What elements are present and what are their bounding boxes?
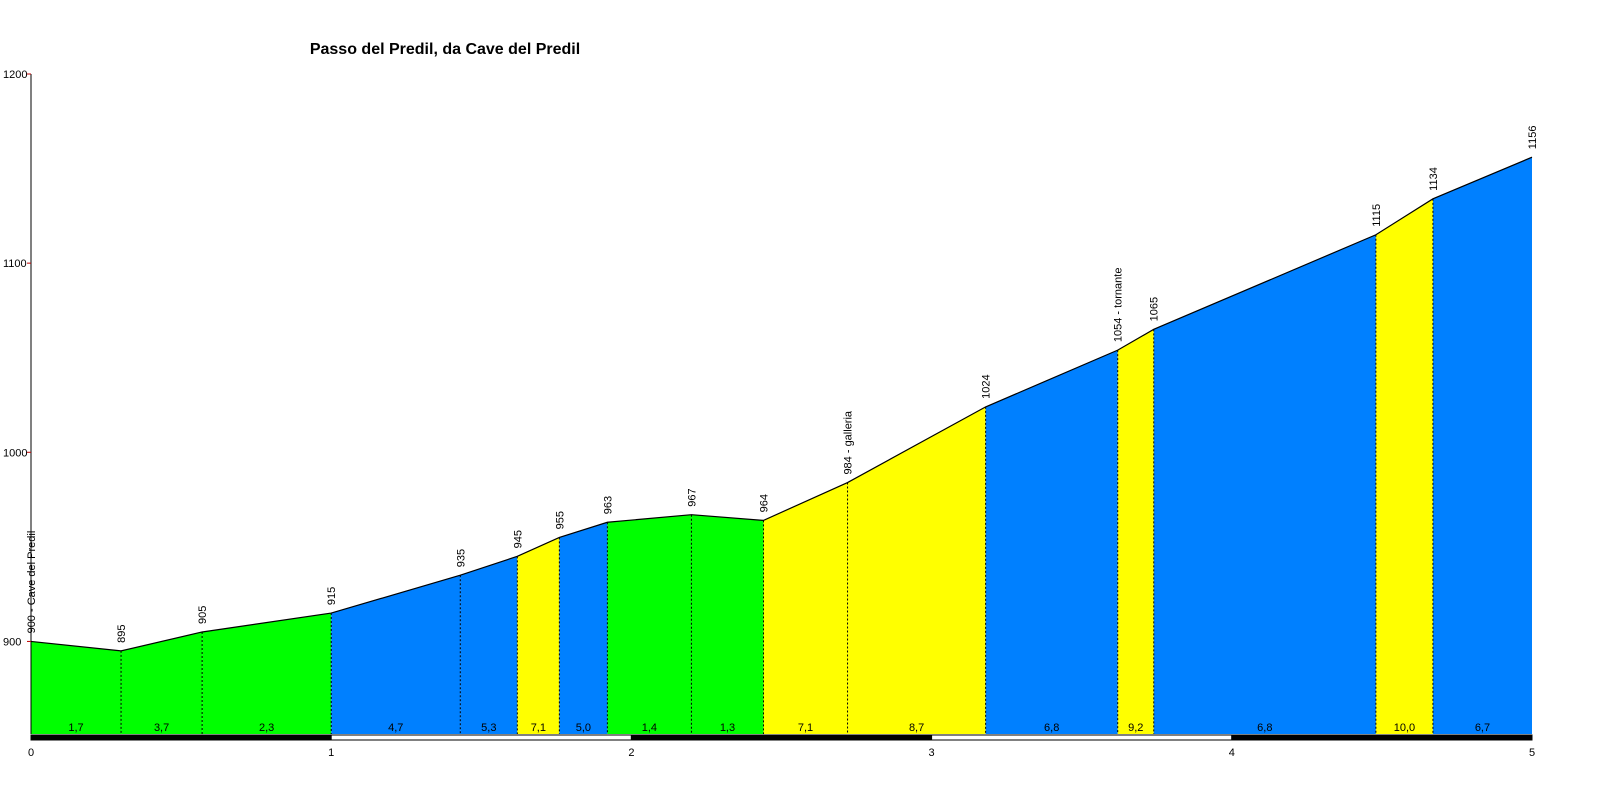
- grade-label: 9,2: [1128, 722, 1143, 734]
- km-bar: [931, 734, 1233, 741]
- segment-area: [559, 522, 608, 734]
- altitude-label: 945: [512, 530, 524, 548]
- km-bar: [30, 734, 332, 741]
- grade-label: 5,3: [481, 722, 496, 734]
- grade-label: 1,4: [642, 722, 657, 734]
- altitude-label: 900 - Cave del Predil: [26, 531, 38, 634]
- chart-title: Passo del Predil, da Cave del Predil: [310, 41, 580, 58]
- grade-label: 1,3: [720, 722, 735, 734]
- segment-area: [847, 406, 986, 734]
- x-tick-label: 2: [628, 747, 634, 759]
- segment-area: [607, 514, 692, 734]
- segment-area: [691, 514, 764, 734]
- segment-area: [202, 613, 332, 734]
- segment-area: [1117, 329, 1154, 734]
- y-tick-label: 1100: [3, 258, 27, 270]
- altitude-label: 963: [602, 496, 614, 514]
- altitude-label: 1115: [1371, 204, 1383, 227]
- grade-label: 10,0: [1394, 722, 1415, 734]
- altitude-label: 1134: [1428, 167, 1440, 191]
- profile-areas: [31, 157, 1532, 735]
- grade-label: 2,3: [259, 722, 274, 734]
- x-tick-label: 5: [1529, 747, 1535, 759]
- segment-area: [763, 482, 848, 734]
- segment-area: [121, 631, 203, 734]
- x-tick-label: 4: [1229, 747, 1235, 759]
- y-tick-label: 1200: [3, 69, 27, 81]
- segment-area: [31, 641, 122, 734]
- grade-label: 6,8: [1257, 722, 1272, 734]
- grade-label: 4,7: [388, 722, 403, 734]
- grade-label: 7,1: [531, 722, 546, 734]
- grade-labels: 1,7 3,7 2,3 4,7 5,3 7,1 5,0 1,4 1,3 7,1 8,7 6,8 9,2 6…: [68, 722, 1490, 734]
- altitude-label: 984 - galleria: [843, 410, 855, 474]
- grade-label: 6,8: [1044, 722, 1059, 734]
- segment-area: [1432, 157, 1532, 735]
- grade-label: 8,7: [909, 722, 924, 734]
- profile-line: [30, 156, 1533, 652]
- grade-label: 5,0: [576, 722, 591, 734]
- x-axis: 0 1 2 3 4 5: [28, 734, 1535, 759]
- segment-area: [1375, 198, 1433, 734]
- segment-dividers: [120, 198, 1434, 734]
- altitude-label: 895: [116, 625, 128, 643]
- altitude-label: 964: [758, 494, 770, 512]
- grade-label: 1,7: [68, 722, 83, 734]
- km-bar: [630, 734, 933, 741]
- segment-area: [1153, 234, 1376, 734]
- x-tick-label: 1: [328, 747, 334, 759]
- segment-area: [460, 556, 518, 734]
- altitude-label: 905: [197, 606, 209, 624]
- segment-area: [517, 537, 560, 734]
- km-bar: [1231, 734, 1533, 741]
- altitude-label: 935: [455, 549, 467, 567]
- y-axis: 900 1000 1100 1200: [3, 69, 32, 734]
- y-tick-label: 900: [3, 636, 21, 648]
- grade-label: 7,1: [798, 722, 813, 734]
- altitude-label: 1054 - tornante: [1113, 268, 1125, 343]
- altitude-label: 1156: [1527, 126, 1539, 150]
- altitude-label: 955: [554, 511, 566, 529]
- grade-label: 3,7: [154, 722, 169, 734]
- altitude-label: 967: [686, 488, 698, 506]
- altitude-labels: 900 - Cave del Predil 895 905 915 935 945 955 9…: [26, 126, 1539, 643]
- altitude-label: 1065: [1149, 297, 1161, 321]
- segment-area: [985, 350, 1118, 734]
- x-tick-label: 3: [929, 747, 935, 759]
- altitude-label: 915: [326, 587, 338, 605]
- x-tick-label: 0: [28, 747, 34, 759]
- segment-area: [331, 575, 461, 734]
- altitude-label: 1024: [981, 374, 993, 398]
- y-tick-label: 1000: [3, 447, 27, 459]
- km-bar: [330, 734, 632, 741]
- grade-label: 6,7: [1475, 722, 1490, 734]
